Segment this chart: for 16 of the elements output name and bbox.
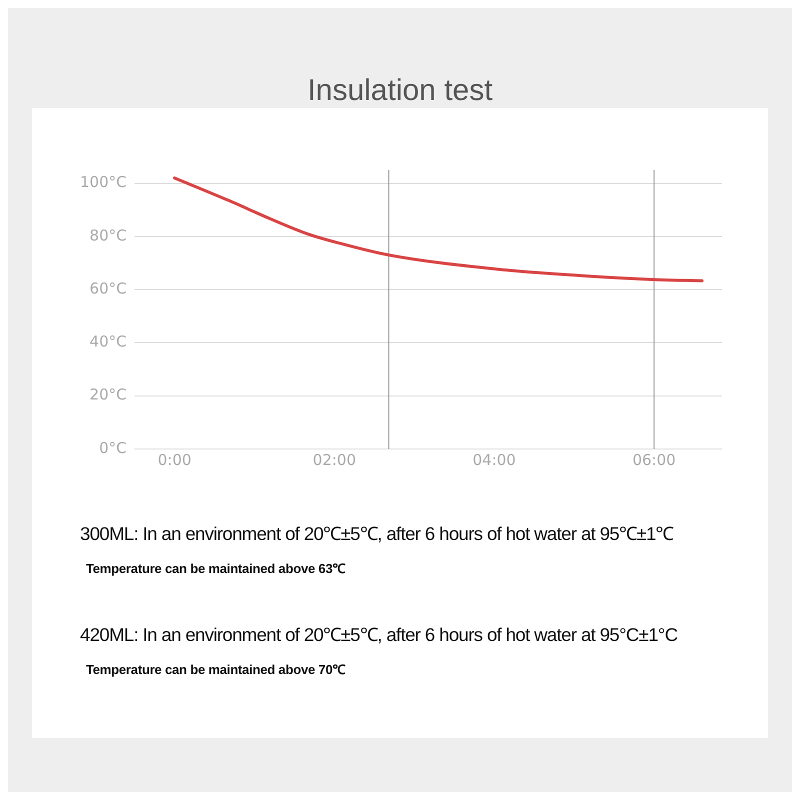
text: 300ML: In an environment of 20℃±5℃, after 6 hours of hot water at 95℃±1℃ [80,522,674,545]
line-series [173,176,704,282]
text: Temperature can be maintained above 63℃ [86,560,346,577]
y-tick-label: 60°C [90,279,127,298]
x-tick-label: 02:00 [312,450,356,469]
y-tick-label: 20°C [90,386,127,404]
text: Temperature can be maintained above 70℃ [86,661,346,678]
chart-title: Insulation test [306,74,494,108]
y-tick-label: 0°C [99,438,127,457]
y-tick-label: 100°C [80,173,127,192]
x-tick-label: 04:00 [472,450,516,469]
y-tick-label: 40°C [90,332,127,351]
text: 420ML: In an environment of 20℃±5℃, after 6 hours of hot water at 95°C±1°C [80,623,678,646]
x-tick-label: 0:00 [158,450,192,469]
y-tick-label: 80°C [90,226,127,244]
x-tick-label: 06:00 [632,450,676,469]
